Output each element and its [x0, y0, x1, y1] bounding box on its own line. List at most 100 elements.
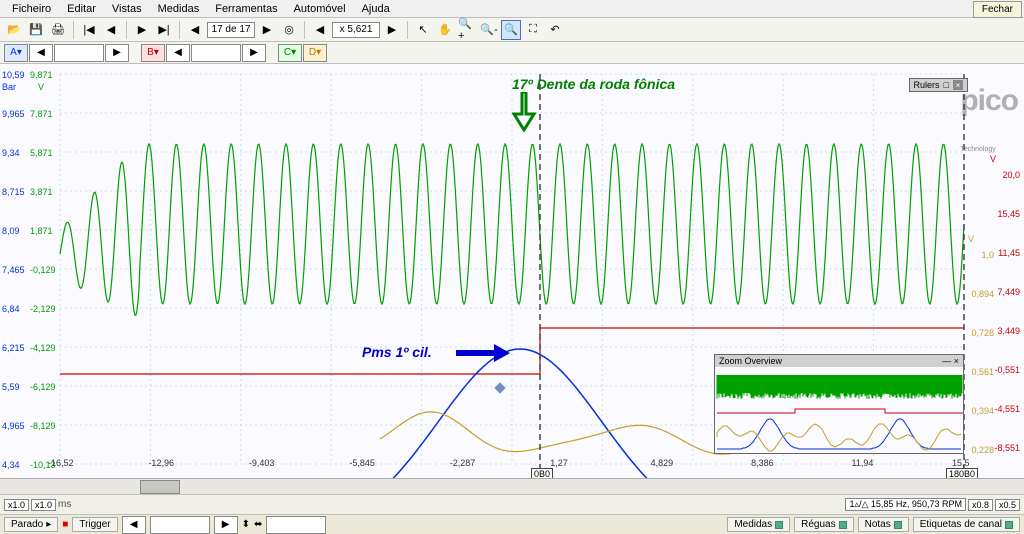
zoom-out-icon[interactable]: 🔍- — [479, 20, 499, 40]
channel-d-button[interactable]: D▾ — [303, 44, 327, 62]
nav-prev-icon[interactable]: ◀ — [101, 20, 121, 40]
trigger-button[interactable]: Trigger — [72, 517, 117, 532]
menu-ferramentas[interactable]: Ferramentas — [207, 1, 285, 17]
rulers-panel[interactable]: Rulers□× — [909, 78, 968, 92]
axis-tick: 9,965 — [2, 109, 25, 119]
zoom-prev-icon[interactable]: ◀ — [310, 20, 330, 40]
axis-tick: 0,394 — [971, 406, 994, 416]
rulers-close-icon[interactable]: × — [953, 80, 963, 90]
axis-tick: 7,465 — [2, 265, 25, 275]
x-tick: 8,386 — [751, 458, 774, 468]
x-tick: -9,403 — [249, 458, 275, 468]
overview-body — [715, 367, 963, 453]
x-tick: -12,96 — [148, 458, 174, 468]
save-icon[interactable]: 💾 — [26, 20, 46, 40]
green-arrow-icon — [512, 92, 542, 132]
trig-field[interactable] — [150, 516, 210, 534]
etiquetas-button[interactable]: Etiquetas de canal — [913, 517, 1020, 532]
menu-ajuda[interactable]: Ajuda — [354, 1, 398, 17]
blue-arrow-icon — [456, 342, 512, 366]
page-next-icon[interactable]: ▶ — [257, 20, 277, 40]
menu-vistas[interactable]: Vistas — [104, 1, 150, 17]
x-tick: 15,5 — [952, 458, 970, 468]
channel-c-button[interactable]: C▾ — [278, 44, 302, 62]
zoom-window-icon[interactable]: 🔍 — [501, 20, 521, 40]
overview-min-icon[interactable]: — — [942, 356, 951, 366]
target-icon[interactable]: ◎ — [279, 20, 299, 40]
ms-label: ms — [58, 499, 71, 510]
ch-b-prev[interactable]: ▶ — [242, 44, 266, 62]
h-scrollbar[interactable] — [0, 478, 1024, 494]
ch-a-prev[interactable]: ▶ — [105, 44, 129, 62]
page-input[interactable] — [207, 22, 255, 38]
axis-tick: 9,871 — [30, 70, 53, 80]
trig-next[interactable]: ▶ — [214, 516, 238, 534]
ch-a-next[interactable]: ◀ — [29, 44, 53, 62]
bottom-bar: x1.0 x1.0 ms 1▵/△ 15,85 Hz, 950,73 RPM x… — [0, 494, 1024, 514]
nav-first-icon[interactable]: |◀ — [79, 20, 99, 40]
nav-next-icon[interactable]: ▶ — [132, 20, 152, 40]
tag-x1-green[interactable]: x1.0 — [31, 499, 56, 511]
ch-b-next[interactable]: ◀ — [166, 44, 190, 62]
axis-tick: 1,0 — [981, 250, 994, 260]
undo-zoom-icon[interactable]: ↶ — [545, 20, 565, 40]
pointer-icon[interactable]: ↖ — [413, 20, 433, 40]
trig-icon1[interactable]: ⬍ — [242, 519, 250, 530]
axis-tick: 4,965 — [2, 421, 25, 431]
axis-tick: -4,551 — [994, 404, 1020, 414]
tag-x1-blue[interactable]: x1.0 — [4, 499, 29, 511]
axis-tick: -6,129 — [30, 382, 56, 392]
close-button[interactable]: Fechar — [973, 1, 1022, 18]
axis-tick: 3,871 — [30, 187, 53, 197]
axis-tick: 8,715 — [2, 187, 25, 197]
nav-last-icon[interactable]: ▶| — [154, 20, 174, 40]
trig-icon2[interactable]: ⬌ — [254, 519, 262, 530]
v-label-ochre: V — [968, 234, 974, 244]
medidas-button[interactable]: Medidas — [727, 517, 790, 532]
measure-readout: 1▵/△ 15,85 Hz, 950,73 RPM — [845, 498, 966, 511]
zoom-next-icon[interactable]: ▶ — [382, 20, 402, 40]
scroll-thumb[interactable] — [140, 480, 180, 494]
zoom-fit-icon[interactable]: ⛶ — [523, 20, 543, 40]
print-icon[interactable]: 🖨 — [48, 20, 68, 40]
v-label-right: V — [990, 154, 996, 164]
menu-editar[interactable]: Editar — [59, 1, 104, 17]
parado-button[interactable]: Parado ▸ — [4, 517, 58, 532]
menu-medidas[interactable]: Medidas — [150, 1, 208, 17]
reguas-button[interactable]: Réguas — [794, 517, 853, 532]
page-prev-icon[interactable]: ◀ — [185, 20, 205, 40]
ch-a-range[interactable] — [54, 44, 104, 62]
notas-button[interactable]: Notas — [858, 517, 909, 532]
tag-x05[interactable]: x0.5 — [995, 499, 1020, 511]
x-tick: 4,829 — [651, 458, 674, 468]
overview-title: Zoom Overview — × — [715, 355, 963, 367]
axis-tick: 1,871 — [30, 226, 53, 236]
axis-tick: 0,561 — [971, 367, 994, 377]
menu-bar: Ficheiro Editar Vistas Medidas Ferrament… — [0, 0, 1024, 18]
channel-a-button[interactable]: A▾ — [4, 44, 28, 62]
axis-tick: 5,59 — [2, 382, 20, 392]
x-tick: -5,845 — [349, 458, 375, 468]
hand-icon[interactable]: ✋ — [435, 20, 455, 40]
ch-b-range[interactable] — [191, 44, 241, 62]
x-tick: 11,94 — [852, 458, 874, 468]
axis-tick: 0,228 — [971, 445, 994, 455]
menu-automovel[interactable]: Automóvel — [286, 1, 354, 17]
trig-prev[interactable]: ◀ — [122, 516, 146, 534]
zoom-input[interactable] — [332, 22, 380, 38]
open-icon[interactable]: 📂 — [4, 20, 24, 40]
axis-tick: -0,129 — [30, 265, 56, 275]
x-tick: -16,52 — [48, 458, 74, 468]
zoom-overview-panel[interactable]: Zoom Overview — × — [714, 354, 964, 454]
channel-b-button[interactable]: B▾ — [141, 44, 165, 62]
channel-bar: A▾ ◀ ▶ B▾ ◀ ▶ C▾ D▾ — [0, 42, 1024, 64]
tag-x08[interactable]: x0.8 — [968, 499, 993, 511]
axis-tick: -4,129 — [30, 343, 56, 353]
trig-field2[interactable] — [266, 516, 326, 534]
zoom-in-icon[interactable]: 🔍+ — [457, 20, 477, 40]
overview-close-icon[interactable]: × — [954, 356, 959, 366]
menu-ficheiro[interactable]: Ficheiro — [4, 1, 59, 17]
x-tick: 1,27 — [550, 458, 568, 468]
status-bar: Parado ▸ ■ Trigger ◀ ▶ ⬍ ⬌ Medidas Régua… — [0, 514, 1024, 534]
pms-annotation: Pms 1º cil. — [362, 344, 432, 360]
